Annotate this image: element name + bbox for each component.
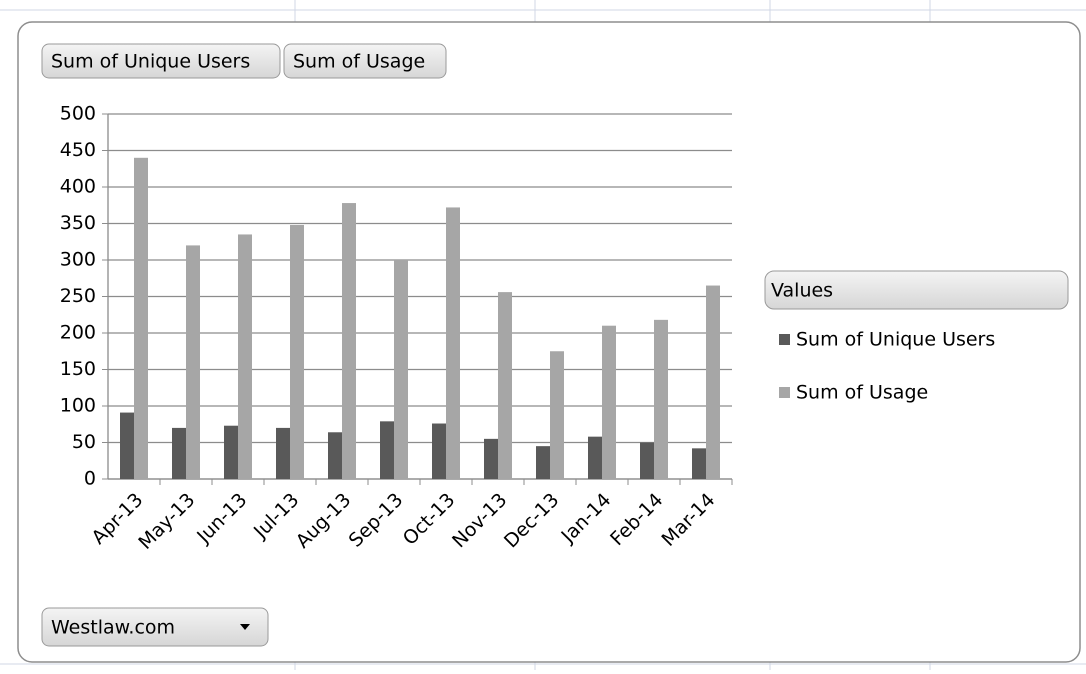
legend-title: Values [771, 280, 833, 302]
bar [602, 325, 616, 479]
y-tick-label: 50 [72, 431, 96, 453]
value-field-button[interactable]: Sum of Unique Users [41, 43, 281, 79]
bar [432, 423, 446, 479]
bar [276, 427, 290, 479]
bar [536, 446, 550, 479]
legend-swatch [779, 334, 790, 345]
bar [588, 436, 602, 479]
y-tick-label: 0 [84, 468, 96, 490]
bar [290, 224, 304, 479]
bar [328, 432, 342, 479]
value-field-button-label: Sum of Unique Users [51, 51, 250, 73]
bar [692, 448, 706, 479]
bar [224, 425, 238, 479]
legend[interactable]: Values Sum of Unique Users Sum of Usage [764, 270, 1069, 404]
value-field-button-box [41, 43, 281, 79]
y-tick-label: 250 [60, 285, 96, 307]
bar [134, 157, 148, 480]
bar [120, 412, 134, 479]
legend-label: Sum of Unique Users [796, 329, 995, 351]
bar [186, 245, 200, 479]
y-tick-label: 300 [60, 249, 96, 271]
filter-field-button-box [41, 607, 269, 647]
y-tick-label: 200 [60, 322, 96, 344]
bar [654, 319, 668, 479]
y-tick-label: 500 [60, 103, 96, 125]
bar [380, 421, 394, 479]
bar [446, 207, 460, 479]
legend-swatch [779, 387, 790, 398]
legend-title-box [764, 270, 1069, 310]
bar [550, 351, 564, 479]
bar [498, 292, 512, 479]
y-tick-label: 100 [60, 395, 96, 417]
y-tick-label: 350 [60, 212, 96, 234]
chart-area [17, 21, 1081, 663]
value-field-button-box [283, 43, 447, 79]
filter-field-button[interactable]: Westlaw.com [41, 607, 269, 647]
filter-field-button-label: Westlaw.com [51, 617, 175, 639]
bar [640, 442, 654, 479]
value-field-button-label: Sum of Usage [293, 51, 425, 73]
value-field-button[interactable]: Sum of Usage [283, 43, 447, 79]
bar [342, 203, 356, 479]
filter-field-button-arrow [240, 624, 250, 630]
bar [172, 427, 186, 479]
legend-label: Sum of Usage [796, 382, 928, 404]
y-tick-label: 450 [60, 139, 96, 161]
y-tick-label: 400 [60, 176, 96, 198]
y-tick-label: 150 [60, 358, 96, 380]
bar [238, 234, 252, 479]
bar [394, 260, 408, 479]
bar [706, 285, 720, 479]
bar [484, 438, 498, 479]
